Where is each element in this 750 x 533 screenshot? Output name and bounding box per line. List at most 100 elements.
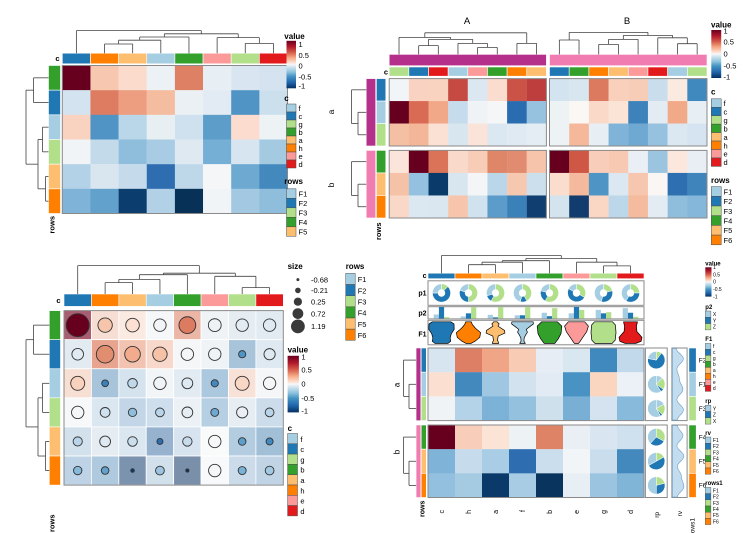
svg-text:c: c: [55, 54, 59, 63]
svg-text:1: 1: [299, 40, 303, 49]
svg-text:F6: F6: [713, 519, 719, 525]
svg-text:0.5: 0.5: [713, 272, 720, 278]
svg-text:c: c: [384, 67, 388, 76]
svg-text:p2: p2: [418, 311, 426, 318]
svg-text:rows: rows: [346, 262, 365, 271]
svg-text:c: c: [439, 510, 446, 514]
svg-text:0: 0: [299, 62, 303, 71]
svg-text:F2: F2: [713, 444, 719, 450]
svg-text:a: a: [393, 382, 402, 387]
svg-text:-0.68: -0.68: [311, 275, 328, 284]
svg-text:rows1: rows1: [705, 481, 723, 487]
svg-text:F1: F1: [418, 332, 426, 339]
svg-text:a: a: [713, 368, 716, 374]
svg-text:d: d: [300, 507, 304, 516]
svg-text:F2: F2: [299, 199, 308, 208]
svg-text:F5: F5: [358, 320, 367, 329]
svg-text:g: g: [724, 116, 728, 125]
svg-text:F3: F3: [724, 207, 733, 216]
svg-text:0.5: 0.5: [299, 51, 309, 60]
svg-text:0.72: 0.72: [311, 309, 326, 318]
svg-text:F3: F3: [358, 298, 367, 307]
svg-text:-1: -1: [713, 294, 718, 300]
svg-text:rows: rows: [711, 176, 730, 185]
svg-text:0.25: 0.25: [311, 297, 326, 306]
svg-text:X: X: [713, 312, 717, 318]
svg-text:d: d: [724, 158, 728, 167]
svg-text:f: f: [520, 510, 527, 512]
svg-text:F4: F4: [724, 217, 733, 226]
svg-text:c: c: [724, 107, 728, 116]
svg-text:rows: rows: [48, 514, 57, 532]
svg-text:Z: Z: [713, 413, 716, 419]
svg-text:F3: F3: [699, 406, 707, 413]
svg-text:h: h: [299, 144, 303, 153]
svg-text:F1: F1: [713, 488, 719, 494]
svg-text:a: a: [493, 510, 500, 514]
svg-text:F6: F6: [699, 483, 707, 490]
svg-text:b: b: [393, 449, 402, 454]
svg-text:a: a: [300, 476, 305, 485]
svg-text:-0.5: -0.5: [301, 394, 314, 403]
svg-text:F2: F2: [699, 357, 707, 364]
svg-text:F2: F2: [358, 286, 367, 295]
svg-text:d: d: [628, 510, 635, 514]
svg-text:d: d: [299, 160, 303, 169]
svg-text:F4: F4: [713, 457, 719, 463]
svg-text:1: 1: [713, 265, 716, 271]
svg-text:F6: F6: [724, 236, 733, 245]
svg-text:F2: F2: [724, 197, 733, 206]
svg-text:0.5: 0.5: [724, 38, 734, 47]
svg-text:c: c: [288, 424, 293, 433]
svg-text:value: value: [705, 262, 721, 268]
svg-text:rows: rows: [48, 216, 57, 234]
svg-text:-0.21: -0.21: [311, 286, 328, 295]
svg-text:0: 0: [713, 280, 716, 286]
svg-text:a: a: [299, 136, 304, 145]
svg-text:F4: F4: [299, 218, 308, 227]
svg-text:b: b: [713, 362, 716, 368]
svg-text:F1: F1: [299, 190, 308, 199]
svg-text:c: c: [300, 445, 304, 454]
svg-text:h: h: [713, 374, 716, 380]
svg-text:f: f: [724, 99, 727, 108]
svg-text:F6: F6: [358, 331, 367, 340]
svg-text:rv: rv: [705, 431, 711, 437]
svg-text:c: c: [423, 273, 427, 280]
svg-text:h: h: [300, 486, 304, 495]
svg-text:c: c: [713, 350, 716, 356]
svg-text:0.5: 0.5: [301, 365, 311, 374]
svg-text:rows: rows: [420, 501, 427, 517]
svg-text:value: value: [284, 32, 305, 41]
svg-text:F5: F5: [713, 513, 719, 519]
svg-text:-1: -1: [724, 72, 731, 81]
svg-text:1.19: 1.19: [311, 322, 326, 331]
svg-text:e: e: [299, 152, 303, 161]
svg-text:rows1: rows1: [690, 518, 697, 533]
svg-text:f: f: [299, 104, 302, 113]
svg-text:F4: F4: [699, 434, 707, 441]
svg-text:Y: Y: [713, 406, 717, 412]
svg-text:b: b: [724, 124, 728, 133]
svg-text:-0.5: -0.5: [713, 287, 722, 293]
svg-text:X: X: [713, 419, 717, 425]
svg-text:F2: F2: [713, 495, 719, 501]
svg-text:F5: F5: [724, 226, 733, 235]
svg-text:e: e: [574, 510, 581, 514]
svg-text:1: 1: [301, 353, 305, 362]
svg-text:c: c: [299, 112, 303, 121]
svg-text:value: value: [711, 21, 732, 30]
svg-text:f: f: [300, 435, 303, 444]
svg-text:e: e: [713, 380, 716, 386]
svg-text:rows: rows: [284, 177, 303, 186]
svg-text:rp: rp: [654, 512, 661, 518]
svg-text:rp: rp: [705, 399, 711, 405]
svg-text:g: g: [300, 455, 304, 464]
svg-text:size: size: [288, 262, 304, 271]
svg-text:a: a: [724, 133, 729, 142]
svg-text:F1: F1: [724, 187, 733, 196]
svg-text:F1: F1: [705, 337, 713, 343]
svg-text:c: c: [284, 94, 289, 103]
svg-text:value: value: [288, 346, 309, 355]
svg-text:rv: rv: [677, 510, 684, 516]
